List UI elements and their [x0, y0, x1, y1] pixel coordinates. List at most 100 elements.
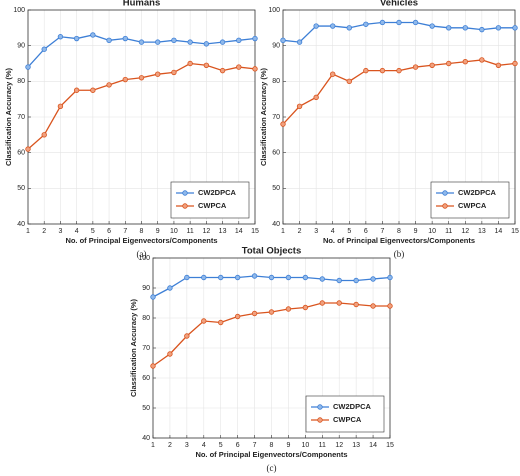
point	[155, 39, 161, 45]
y-tick-label: 40	[142, 435, 150, 442]
point	[346, 78, 352, 85]
x-tick-label: 10	[170, 228, 178, 235]
point	[122, 35, 128, 42]
x-tick-label: 7	[123, 228, 127, 235]
point	[218, 274, 224, 281]
y-tick-label: 70	[272, 114, 280, 121]
legend-box	[430, 181, 510, 219]
point	[479, 57, 485, 63]
x-tick-label: 11	[319, 442, 326, 449]
point	[462, 59, 468, 65]
x-tick-label: 10	[301, 442, 309, 449]
x-tick-label: 8	[270, 442, 274, 449]
x-tick-label: 3	[314, 228, 318, 235]
x-tick-label: 15	[511, 228, 519, 235]
point	[285, 274, 292, 281]
point	[155, 71, 161, 77]
point	[429, 23, 435, 29]
point	[446, 60, 452, 67]
point	[387, 274, 393, 281]
point	[336, 277, 342, 284]
x-tick-label: 12	[335, 442, 343, 449]
legend-label: CWPCA	[198, 201, 227, 210]
x-tick-label: 4	[331, 228, 335, 235]
legend-label: CWPCA	[458, 201, 487, 210]
point	[201, 274, 207, 281]
point	[234, 274, 241, 281]
point	[25, 146, 31, 152]
legend-marker	[442, 190, 448, 196]
y-tick-label: 90	[142, 285, 150, 292]
x-tick-label: 1	[281, 228, 285, 235]
x-tick-label: 8	[397, 228, 401, 235]
point	[236, 64, 242, 70]
point	[25, 64, 31, 70]
x-tick-label: 2	[168, 442, 172, 449]
point	[90, 87, 96, 93]
chart-title: Humans	[123, 0, 160, 9]
plot-frame	[282, 9, 516, 225]
y-axis-label: Classification Accuracy (%)	[129, 298, 138, 397]
y-axis-label: Classification Accuracy (%)	[259, 67, 268, 166]
point	[251, 310, 258, 317]
point	[412, 64, 419, 70]
x-tick-label: 12	[461, 228, 469, 235]
y-tick-label: 100	[13, 7, 25, 14]
x-tick-label: 4	[202, 442, 206, 449]
point	[396, 19, 402, 26]
x-tick-label: 5	[91, 228, 95, 235]
point	[353, 277, 359, 284]
x-tick-label: 2	[42, 228, 46, 235]
plot-frame	[152, 257, 391, 439]
x-tick-label: 5	[347, 228, 351, 235]
point	[41, 46, 47, 52]
legend-box	[170, 181, 250, 219]
point	[57, 103, 64, 109]
point	[370, 276, 376, 282]
point	[462, 25, 468, 31]
point	[150, 294, 156, 300]
x-tick-label: 2	[298, 228, 302, 235]
point	[379, 19, 386, 26]
point	[184, 333, 190, 339]
point	[285, 306, 292, 312]
legend-box	[305, 395, 385, 433]
point	[495, 25, 502, 31]
y-tick-label: 60	[272, 150, 280, 157]
legend-marker	[317, 417, 323, 423]
point	[346, 25, 352, 31]
y-tick-label: 90	[272, 43, 280, 50]
point	[396, 67, 402, 74]
y-tick-label: 60	[142, 375, 150, 382]
point	[302, 274, 309, 281]
x-tick-label: 6	[236, 442, 240, 449]
point	[138, 75, 145, 81]
x-tick-label: 13	[219, 228, 227, 235]
x-tick-label: 5	[219, 442, 223, 449]
point	[252, 35, 258, 42]
point	[363, 21, 369, 27]
point	[268, 309, 275, 315]
x-tick-label: 14	[495, 228, 503, 235]
y-tick-label: 100	[138, 255, 150, 262]
point	[495, 62, 502, 68]
x-tick-label: 3	[58, 228, 62, 235]
point	[379, 67, 386, 74]
y-tick-label: 80	[142, 315, 150, 322]
point	[106, 37, 112, 44]
x-tick-label: 11	[187, 228, 194, 235]
point	[167, 351, 173, 357]
x-tick-label: 13	[352, 442, 360, 449]
x-tick-label: 4	[75, 228, 79, 235]
point	[370, 303, 376, 309]
point	[387, 303, 393, 309]
point	[429, 62, 435, 68]
caption: (c)	[267, 463, 277, 473]
x-tick-label: 9	[414, 228, 418, 235]
x-tick-label: 3	[185, 442, 189, 449]
point	[171, 37, 177, 44]
y-tick-label: 80	[17, 78, 25, 85]
y-tick-label: 70	[17, 114, 25, 121]
point	[319, 276, 325, 282]
